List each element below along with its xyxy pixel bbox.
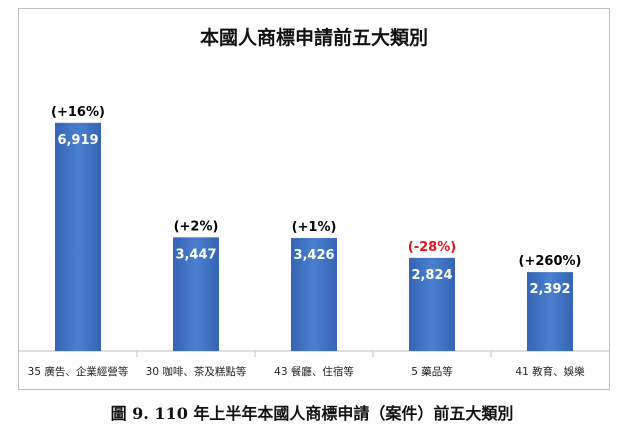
bar-change-label: (+1%) bbox=[292, 220, 337, 235]
bar-change-label: (+260%) bbox=[519, 254, 582, 269]
bar-change-label: (-28%) bbox=[408, 240, 456, 255]
bar-value-label: 3,447 bbox=[175, 247, 216, 262]
bar-value-label: 6,919 bbox=[57, 133, 98, 148]
bar bbox=[173, 237, 219, 351]
bar-chart: 6,919 (+16%) 35 廣告、企業經營等 3,447 (+2%) 30 咖啡、茶及… bbox=[19, 105, 609, 378]
chart-title: 本國人商標申請前五大類別 bbox=[199, 27, 428, 49]
bar-change-label: (+2%) bbox=[174, 219, 219, 234]
bar bbox=[409, 257, 455, 351]
bar bbox=[527, 272, 573, 351]
bar bbox=[55, 122, 101, 351]
bar-value-label: 2,392 bbox=[529, 282, 570, 297]
bar-value-label: 2,824 bbox=[411, 268, 452, 283]
x-tick-label: 41 教育、娛樂 bbox=[515, 365, 585, 378]
x-tick-label: 35 廣告、企業經營等 bbox=[28, 365, 129, 378]
x-tick-label: 5 藥品等 bbox=[411, 365, 453, 378]
bar-value-label: 3,426 bbox=[293, 248, 334, 263]
chart-frame: 本國人商標申請前五大類別 6,919 (+16%) 35 廣告、企業經營等 3,447… bbox=[18, 8, 610, 390]
x-tick-label: 43 餐廳、住宿等 bbox=[274, 365, 354, 378]
bar-change-label: (+16%) bbox=[51, 105, 105, 120]
x-tick-label: 30 咖啡、茶及糕點等 bbox=[146, 365, 247, 378]
figure-caption: 圖 9. 110 年上半年本國人商標申請（案件）前五大類別 bbox=[110, 404, 514, 423]
bar bbox=[291, 238, 337, 351]
